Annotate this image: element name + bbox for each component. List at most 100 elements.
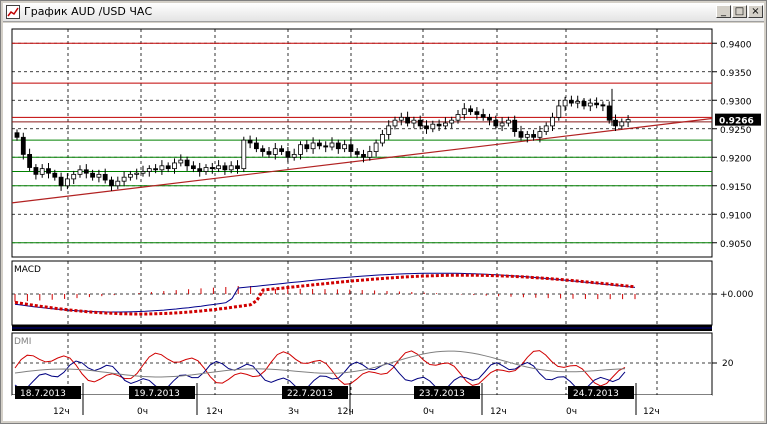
macd-signal-line [14,273,636,316]
candle-body [430,123,436,130]
current-price-box [715,113,761,126]
candle-body [398,116,404,121]
candle-body [524,134,530,138]
date-label: 18.7.2013 [20,389,66,399]
candle-body [581,100,587,107]
candle-body [52,172,58,178]
candle-body [146,168,152,172]
candle-body [253,142,259,150]
candle-body [499,122,505,127]
candle-body [222,165,228,171]
candle-body [587,102,593,107]
candle-body [411,119,417,124]
candle-body [216,165,222,170]
candle-body [58,176,64,187]
candle-body [569,99,574,104]
candle-body [65,178,70,187]
hour-label: 12ч [53,407,70,417]
window-title: График AUD /USD ЧАС [24,5,153,18]
candle-body [550,116,555,127]
hour-label: 12ч [206,407,223,417]
candle-body [14,132,20,138]
current-price-label: 0.9266 [719,117,754,127]
candle-body [461,108,467,115]
candle-body [493,119,499,127]
price-label: 0.9050 [720,240,752,250]
candle-body [487,116,492,121]
chart-canvas[interactable]: 0.9400 0.9350 0.9300 0.9250 0.9200 0.9150 0.91… [3,23,764,421]
candle-body [594,102,599,106]
adx-line [14,350,626,378]
date-label: 23.7.2013 [419,389,465,399]
date-label-box [15,386,81,399]
minimize-button[interactable]: _ [716,5,731,18]
macd-label: MACD [14,265,41,275]
macd-panel: MACD +0.000 [11,260,754,326]
candle-body [285,151,291,158]
candle-body [102,173,108,181]
dmi-minus-line [14,360,626,391]
candle-body [562,99,568,107]
date-label-box [282,386,348,399]
candle-body [436,123,442,127]
candle-body [537,131,543,138]
price-label: 0.9400 [720,40,752,50]
candle-body [613,119,618,127]
close-button[interactable]: × [748,5,763,18]
candle-body [83,169,89,174]
candle-body [625,119,631,123]
price-label: 0.9300 [720,97,752,107]
candle-body [619,121,625,127]
chart-app-icon [6,5,20,19]
candle-body [272,148,278,155]
candle-body [279,148,285,152]
dmi-level-label: 20 [722,359,734,369]
candle-body [260,148,266,152]
candle-body [455,114,461,121]
candle-body [354,151,360,155]
candle-body [197,168,203,172]
candle-body [442,122,448,127]
candle-body [140,171,146,174]
time-axis: 18.7.2013 19.7.2013 22.7.2013 23.7.2013 24.7… [12,383,712,419]
candle-body [298,144,303,155]
candle-body [316,142,322,147]
candle-body [505,119,511,124]
price-label: 0.9350 [720,69,752,79]
candle-body [178,159,184,164]
candle-body [184,159,190,167]
date-label: 19.7.2013 [134,389,180,399]
maximize-button[interactable]: □ [732,5,747,18]
candle-body [468,108,474,113]
candle-body [518,131,524,138]
candle-body [392,119,398,127]
candle-body [543,125,549,133]
candle-body [27,153,33,168]
trend-line [11,117,713,204]
candle-body [379,134,385,144]
price-label: 0.9250 [720,126,752,136]
candle-body [190,165,196,170]
candle-body [556,105,562,118]
price-label: 0.9150 [720,183,752,193]
hour-label: 0ч [137,407,148,417]
candle-body [121,176,127,182]
candle-body [367,151,373,158]
candle-body [449,119,455,124]
candle-body [531,134,536,138]
candle-body [386,125,392,135]
candle-body [209,167,215,170]
dmi-plus-line [14,350,626,387]
candle-body [90,172,95,178]
candle-body [575,100,581,104]
candle-body [474,111,480,115]
candle-body [39,168,45,175]
candle-body [128,173,133,178]
candle-body [480,114,486,118]
chart-area[interactable]: 0.9400 0.9350 0.9300 0.9250 0.9200 0.9150 0.91… [3,23,764,421]
candle-body [417,119,423,127]
title-bar[interactable]: График AUD /USD ЧАС _ □ × [3,3,764,22]
candle-body [424,125,429,130]
candle-body [235,165,240,170]
